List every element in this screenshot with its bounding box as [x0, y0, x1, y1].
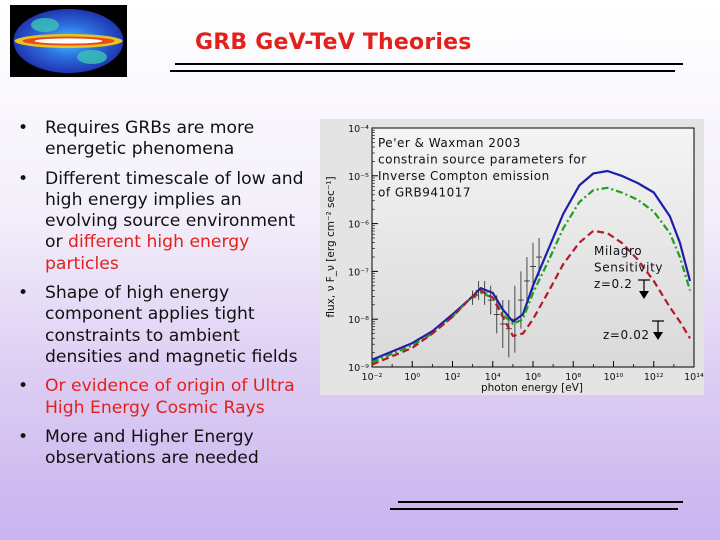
milagro-note-line: Sensitivity [594, 261, 663, 275]
bullet-text: Or evidence of origin of Ultra High Ener… [45, 376, 295, 418]
all-sky-map-logo [10, 5, 127, 77]
x-tick-label: 10² [445, 372, 461, 383]
bullet-text: Shape of high energy component applies t… [45, 283, 298, 367]
y-tick-label: 10⁻⁶ [348, 220, 369, 231]
x-tick-label: 10⁴ [485, 372, 501, 383]
y-tick-label: 10⁻⁷ [348, 267, 369, 278]
footer-rule-bottom [390, 508, 678, 510]
bullet-item: Or evidence of origin of Ultra High Ener… [18, 376, 318, 419]
milagro-limit-z002 [652, 320, 664, 340]
milagro-sensitivity-note: Milagro Sensitivity z=0.2 [594, 244, 663, 291]
milagro-note-line: z=0.2 [594, 277, 632, 291]
bullet-text: Different timescale of low and high ener… [45, 168, 304, 253]
arrow-down-icon [653, 332, 663, 340]
x-tick-label: 10¹⁴ [684, 372, 704, 383]
y-tick-label: 10⁻⁵ [348, 172, 369, 183]
milagro-limit-z02 [638, 279, 650, 299]
y-tick-label: 10⁻⁹ [348, 363, 369, 374]
model-curve-3 [371, 229, 691, 366]
x-tick-label: 10⁻² [362, 372, 383, 383]
title-rule-top [175, 63, 683, 65]
spectrum-chart: 10⁻⁴10⁻⁵10⁻⁶10⁻⁷10⁻⁸10⁻⁹ 10⁻² 10⁰ 10² 10⁴ 10… [320, 119, 704, 395]
bullet-list: Requires GRBs are more energetic phenome… [18, 118, 318, 477]
milagro-note-line: Milagro [594, 244, 642, 258]
bullet-item: Different timescale of low and high ener… [18, 169, 318, 275]
bullet-item: Shape of high energy component applies t… [18, 283, 318, 368]
milagro-z002-label: z=0.02 [603, 328, 650, 342]
y-tick-label: 10⁻⁴ [348, 124, 369, 135]
y-axis: 10⁻⁴ 10⁻⁵ 10⁻⁶ 10⁻⁷ 10⁻⁸ 10⁻⁹ [348, 124, 378, 374]
x-tick-label: 10¹² [644, 372, 664, 383]
all-sky-map-icon [13, 9, 124, 73]
bullet-item: Requires GRBs are more energetic phenome… [18, 118, 318, 161]
paper-note-line: constrain source parameters for [378, 153, 587, 167]
x-tick-label: 10⁰ [404, 372, 420, 383]
paper-note-line: Inverse Compton emission [378, 169, 550, 183]
bullet-text: More and Higher Energy observations are … [45, 426, 259, 469]
y-axis-label: flux, ν F_ν [erg cm⁻² sec⁻¹] [325, 176, 337, 317]
title-rule-bottom [170, 70, 675, 72]
paper-note-line: of GRB941017 [378, 186, 471, 200]
arrow-down-icon [639, 291, 649, 299]
bullet-text: Requires GRBs are more energetic phenome… [45, 118, 255, 160]
bullet-text: different high energy particles [45, 232, 250, 274]
x-tick-label: 10⁶ [525, 372, 541, 383]
x-axis-label: photon energy [eV] [481, 382, 583, 394]
paper-note-line: Pe'er & Waxman 2003 [378, 136, 521, 150]
footer-rule-top [398, 501, 683, 503]
y-tick-label: 10⁻⁸ [348, 315, 369, 326]
slide-title: GRB GeV-TeV Theories [195, 30, 472, 55]
bullet-item: More and Higher Energy observations are … [18, 427, 318, 470]
model-curves [371, 169, 692, 366]
paper-note: Pe'er & Waxman 2003 constrain source para… [378, 136, 587, 200]
x-tick-label: 10¹⁰ [604, 372, 624, 383]
model-curve-2 [371, 186, 692, 364]
x-tick-label: 10⁸ [565, 372, 581, 383]
x-axis: 10⁻² 10⁰ 10² 10⁴ 10⁶ 10⁸ 10¹⁰ 10¹² 10¹⁴ [362, 361, 704, 383]
